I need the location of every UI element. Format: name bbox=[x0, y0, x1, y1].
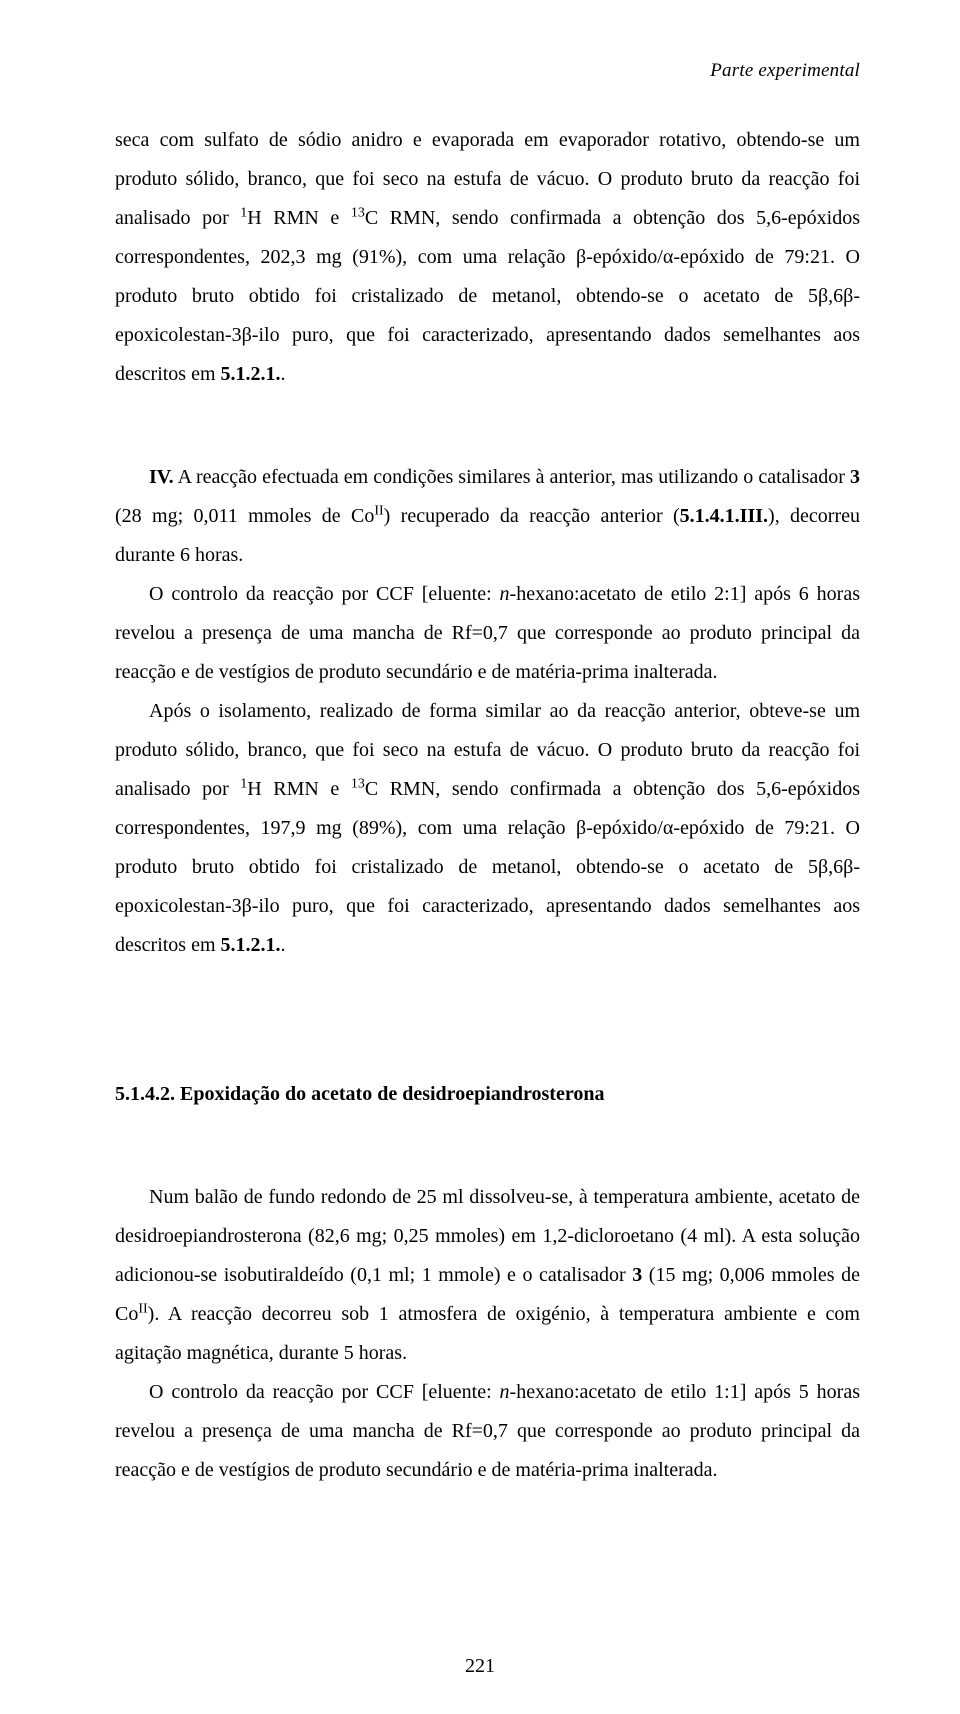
superscript: 13 bbox=[351, 205, 365, 220]
reference-bold: 5.1.2.1. bbox=[221, 363, 281, 385]
reference-bold: 5.1.2.1. bbox=[221, 934, 281, 956]
text: A reacção efectuada em condições similar… bbox=[174, 466, 850, 488]
reference-bold: 5.1.4.1.III. bbox=[680, 505, 768, 527]
running-header: Parte experimental bbox=[115, 60, 860, 83]
italic-n: n bbox=[500, 1381, 510, 1403]
section-heading: 5.1.4.2. Epoxidação do acetato de desidr… bbox=[115, 1075, 860, 1114]
text: C RMN, sendo confirmada a obtenção dos 5… bbox=[115, 778, 860, 956]
text: (28 mg; 0,011 mmoles de Co bbox=[115, 505, 374, 527]
text: H RMN e bbox=[247, 207, 351, 229]
spacer bbox=[115, 965, 860, 1075]
paragraph-2: IV. A reacção efectuada em condições sim… bbox=[115, 458, 860, 575]
text: C RMN, sendo confirmada a obtenção dos 5… bbox=[115, 207, 860, 385]
paragraph-3: O controlo da reacção por CCF [eluente: … bbox=[115, 575, 860, 692]
text: O controlo da reacção por CCF [eluente: bbox=[149, 583, 500, 605]
catalyst-number-bold: 3 bbox=[850, 466, 860, 488]
superscript: 13 bbox=[351, 776, 365, 791]
text: O controlo da reacção por CCF [eluente: bbox=[149, 1381, 500, 1403]
page-number: 221 bbox=[0, 1647, 960, 1686]
text: . bbox=[281, 363, 286, 385]
catalyst-number-bold: 3 bbox=[632, 1264, 642, 1286]
superscript: II bbox=[138, 1301, 147, 1316]
paragraph-6: O controlo da reacção por CCF [eluente: … bbox=[115, 1373, 860, 1490]
paragraph-4: Após o isolamento, realizado de forma si… bbox=[115, 692, 860, 965]
spacer bbox=[115, 394, 860, 458]
superscript: II bbox=[374, 503, 383, 518]
text: H RMN e bbox=[247, 778, 351, 800]
paragraph-5: Num balão de fundo redondo de 25 ml diss… bbox=[115, 1178, 860, 1373]
spacer bbox=[115, 1114, 860, 1178]
italic-n: n bbox=[500, 583, 510, 605]
text: ). A reacção decorreu sob 1 atmosfera de… bbox=[115, 1303, 860, 1364]
paragraph-1: seca com sulfato de sódio anidro e evapo… bbox=[115, 121, 860, 394]
roman-numeral-bold: IV. bbox=[149, 466, 174, 488]
text: . bbox=[281, 934, 286, 956]
text: ) recuperado da reacção anterior ( bbox=[384, 505, 680, 527]
